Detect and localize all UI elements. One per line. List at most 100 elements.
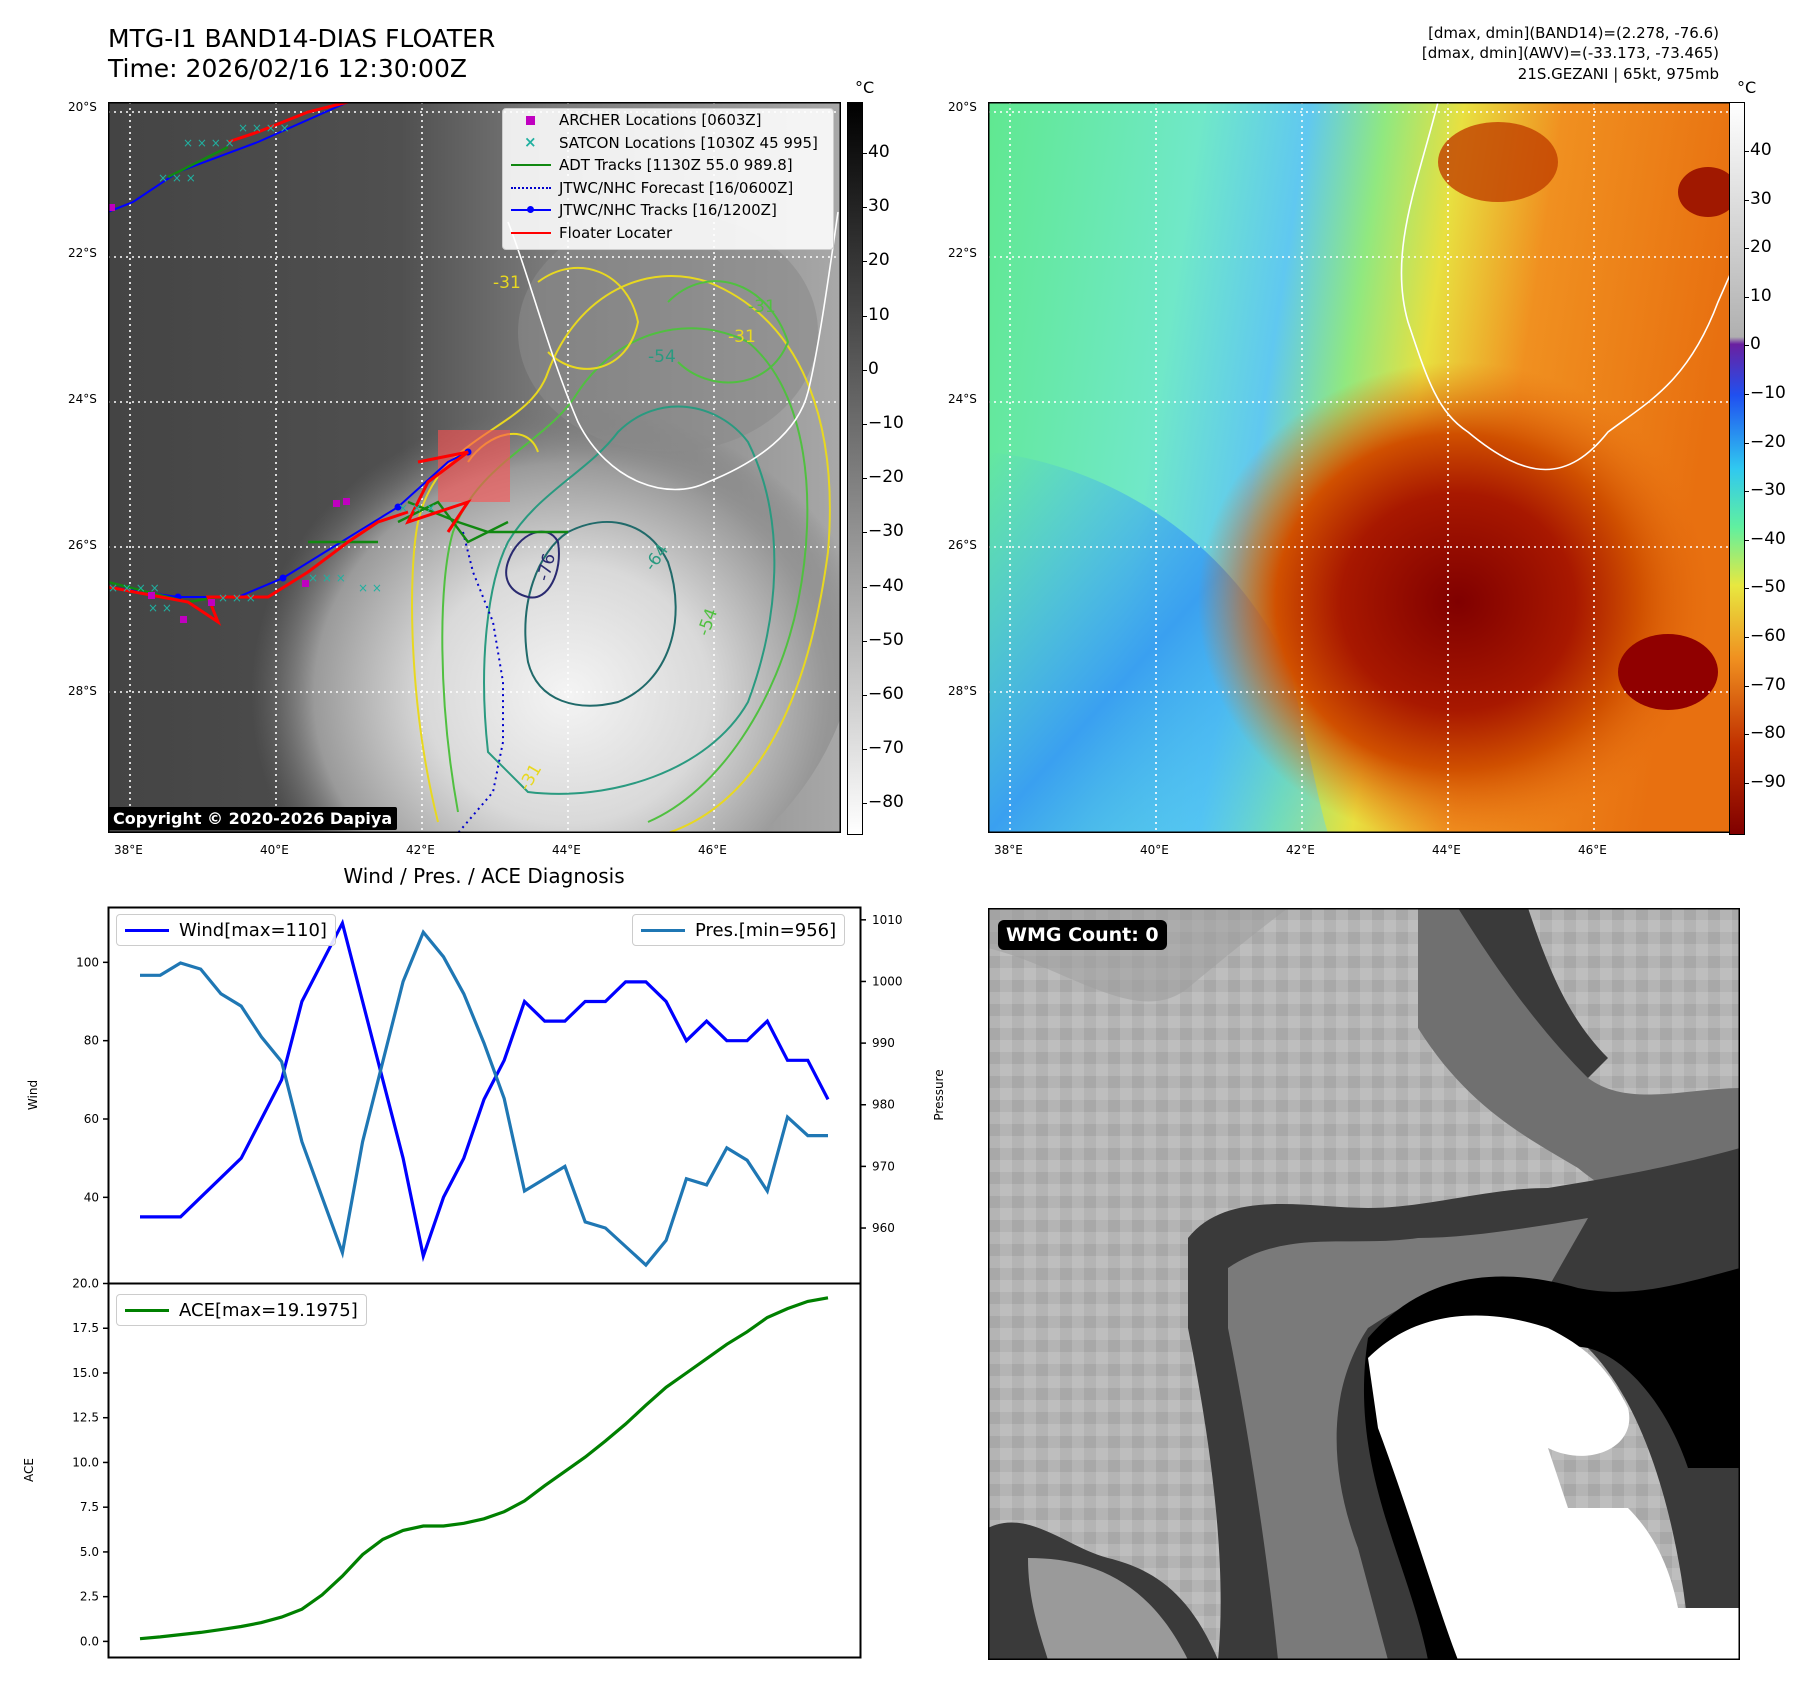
legend-item-adt: ADT Tracks [1130Z 55.0 989.8]: [503, 154, 833, 177]
chart-title: Wind / Pres. / ACE Diagnosis: [343, 864, 625, 888]
legend-item-floater: Floater Locater: [503, 222, 833, 245]
colorbar-tick-label: −30: [868, 521, 904, 542]
colorbar-tick-mark: [862, 207, 867, 209]
axis-tick-label: 2.5: [80, 1590, 99, 1604]
colorbar-tick-label: 10: [1750, 285, 1772, 306]
colorbar-tick-mark: [862, 586, 867, 588]
pressure-legend-swatch: [641, 928, 685, 932]
svg-text:× ×: × ×: [148, 601, 172, 615]
info-line3: 21S.GEZANI | 65kt, 975mb: [1517, 65, 1719, 83]
legend-label: ARCHER Locations [0603Z]: [559, 111, 762, 130]
contour-label: -54: [648, 347, 676, 367]
colorbar-tick-label: 30: [1750, 188, 1772, 209]
colorbar-tick-mark: [1744, 394, 1749, 395]
legend-label: JTWC/NHC Tracks [16/1200Z]: [559, 201, 777, 220]
axis-tick-label: 100: [76, 955, 99, 969]
colorbar-tick-mark: [1744, 248, 1749, 250]
info-line1: [dmax, dmin](BAND14)=(2.278, -76.6): [1428, 24, 1719, 42]
colorbar-tick-label: 40: [1750, 140, 1772, 160]
colorbar-tick-label: 20: [868, 250, 890, 271]
ace-axes: [107, 1282, 862, 1659]
colorbar-tick-mark: [1744, 539, 1749, 541]
svg-text:× × × ×: × × × ×: [238, 121, 290, 135]
lon-tick-label: 44°E: [1432, 843, 1461, 857]
lon-tick-label: 44°E: [552, 843, 581, 857]
axis-tick-label: 17.5: [72, 1321, 99, 1335]
colorbar-tick-label: −60: [1750, 626, 1786, 646]
lat-tick-label: 20°S: [948, 100, 977, 114]
lon-tick-label: 38°E: [994, 843, 1023, 857]
contour-label: -31: [728, 327, 756, 347]
contour-label: -31: [493, 273, 521, 293]
diagnosis-chart: 40 60 80 100 960 970 980 990 1000 1010 0.0 2.5 5.0…: [22, 906, 946, 1659]
svg-text:× ×: × ×: [358, 581, 382, 595]
axis-tick-label: 980: [872, 1098, 895, 1112]
axis-tick-label: 12.5: [72, 1411, 99, 1425]
colorbar-tick-label: −40: [1750, 528, 1786, 549]
colorbar-tick-label: −80: [868, 792, 904, 813]
lon-tick-label: 46°E: [698, 843, 727, 857]
colorbar-tick-mark: [1744, 442, 1749, 444]
lon-tick-label: 42°E: [1286, 843, 1315, 857]
ace-legend-label: ACE[max=19.1975]: [179, 1299, 358, 1321]
colorbar-tick-mark: [862, 695, 867, 696]
axis-tick-label: 60: [84, 1112, 99, 1126]
ir-legend: ARCHER Locations [0603Z] × SATCON Locati…: [502, 108, 834, 250]
colorbar-tick-mark: [862, 478, 867, 480]
colorbar-tick-mark: [862, 532, 867, 534]
legend-item-archer: ARCHER Locations [0603Z]: [503, 109, 833, 132]
wind-axis-label: Wind: [26, 1080, 40, 1110]
colorbar-tick-label: −20: [1750, 431, 1786, 452]
lat-tick-label: 28°S: [948, 684, 977, 698]
colorbar-tick-label: −10: [1750, 383, 1786, 403]
colorbar-tick-mark: [1744, 637, 1749, 638]
line-dot-icon: [509, 201, 553, 219]
figure-title-line2: Time: 2026/02/16 12:30:00Z: [108, 54, 467, 83]
svg-text:× × ×: × × ×: [218, 591, 256, 605]
axis-tick-label: 0.0: [80, 1634, 99, 1648]
colorbar-tick-label: 0: [868, 358, 879, 379]
svg-text:× × ×: × × ×: [398, 501, 436, 515]
colorbar-tick-label: 10: [868, 304, 890, 325]
colorbar-tick-label: −70: [1750, 674, 1786, 695]
ace-series-line: [139, 1296, 829, 1641]
axis-tick-label: 15.0: [72, 1366, 99, 1380]
colorbar-tick-label: 20: [1750, 237, 1772, 258]
colorbar-tick-mark: [1744, 734, 1749, 736]
colorbar-tick-label: −10: [868, 413, 904, 433]
colorbar-tick-mark: [862, 315, 867, 317]
colorbar-tick-label: −80: [1750, 723, 1786, 744]
square-marker-icon: [509, 111, 553, 129]
colorbar-tick-label: −50: [1750, 577, 1786, 598]
svg-text:× × × ×: × × × ×: [183, 136, 235, 150]
x-marker-icon: ×: [524, 132, 537, 151]
lat-tick-label: 28°S: [68, 684, 97, 698]
lat-tick-label: 26°S: [948, 538, 977, 552]
colorbar-tick-label: 30: [868, 196, 890, 217]
pressure-axis-label: Pressure: [932, 1069, 946, 1120]
colorbar-tick-mark: [1744, 296, 1749, 298]
colorbar-tick-mark: [1744, 491, 1749, 493]
svg-text:× × ×: × × ×: [308, 571, 346, 585]
lon-tick-label: 46°E: [1578, 843, 1607, 857]
axis-tick-label: 40: [84, 1190, 99, 1204]
colorbar-tick-label: 0: [1750, 334, 1761, 355]
lon-tick-label: 40°E: [1140, 843, 1169, 857]
ace-legend: ACE[max=19.1975]: [116, 1294, 367, 1326]
colorbar-tick-mark: [862, 803, 867, 805]
line-icon: [509, 224, 553, 242]
colorbar-tick-mark: [1744, 199, 1749, 201]
axis-tick-label: 5.0: [80, 1545, 99, 1559]
colorbar-tick-mark: [862, 640, 867, 642]
colorbar-tick-mark: [1744, 151, 1749, 152]
colorbar-tick-mark: [862, 153, 867, 154]
colorbar-tick-label: −90: [1750, 771, 1786, 792]
awv-satellite-map: [988, 102, 1740, 833]
colorbar-tick-label: −70: [868, 738, 904, 759]
figure-title-line1: MTG-I1 BAND14-DIAS FLOATER: [108, 24, 496, 53]
svg-text:× × × ×: × × × ×: [108, 581, 160, 595]
axis-tick-label: 80: [84, 1034, 99, 1048]
axis-tick-label: 960: [872, 1221, 895, 1235]
colorbar-tick-mark: [1744, 782, 1749, 784]
lon-tick-label: 38°E: [114, 843, 143, 857]
